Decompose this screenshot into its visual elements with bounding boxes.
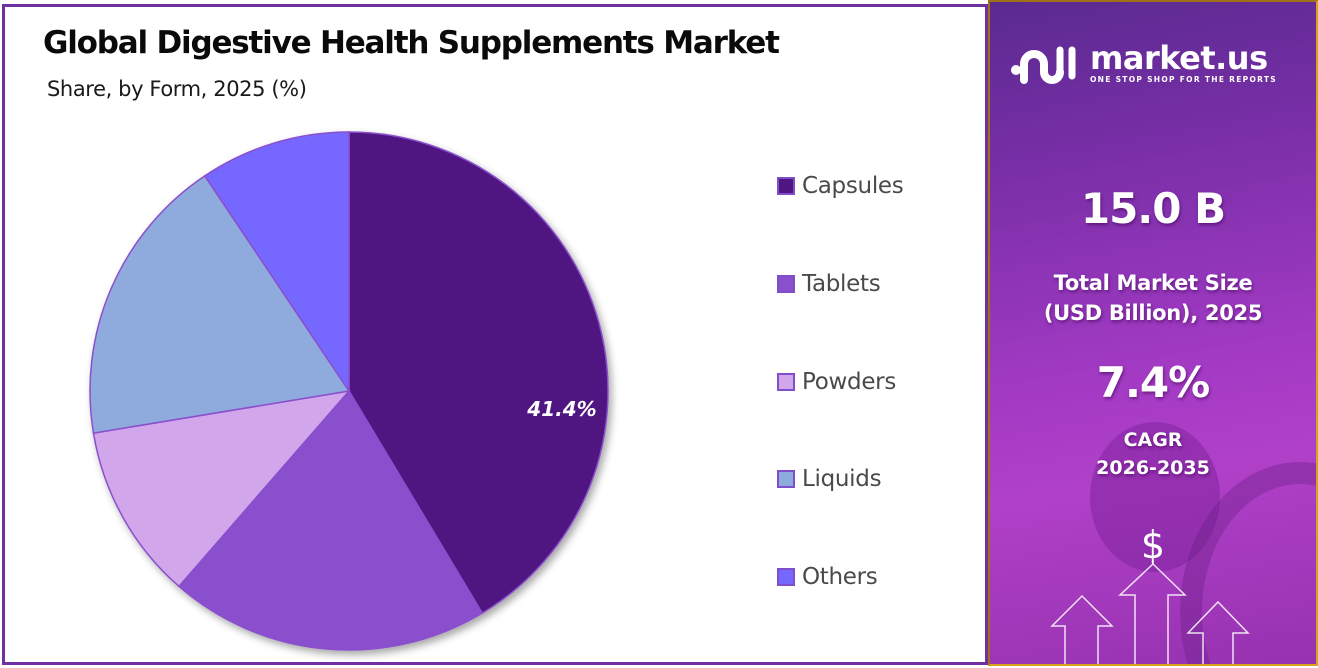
legend-swatch-capsules bbox=[777, 177, 795, 195]
pie-chart: 41.4% bbox=[89, 131, 609, 651]
legend-item-powders[interactable]: Powders bbox=[777, 369, 896, 395]
legend-swatch-liquids bbox=[777, 470, 795, 488]
growth-arrows-icon: $ bbox=[1050, 523, 1250, 664]
brand-logo[interactable]: market.us ONE STOP SHOP FOR THE REPORTS bbox=[1010, 40, 1277, 86]
info-panel: market.us ONE STOP SHOP FOR THE REPORTS … bbox=[988, 0, 1318, 666]
legend-label: Powders bbox=[802, 369, 897, 395]
legend-item-capsules[interactable]: Capsules bbox=[777, 173, 904, 199]
legend-item-others[interactable]: Others bbox=[777, 564, 878, 590]
legend-item-tablets[interactable]: Tablets bbox=[777, 271, 881, 297]
legend-label: Capsules bbox=[802, 173, 904, 199]
legend-swatch-tablets bbox=[777, 275, 795, 293]
brand-name: market.us bbox=[1090, 38, 1268, 77]
chart-title: Global Digestive Health Supplements Mark… bbox=[43, 25, 780, 61]
pie-slice-powders[interactable] bbox=[92, 389, 351, 588]
pie-slice-tablets[interactable] bbox=[177, 389, 484, 651]
market-size-label-line1: Total Market Size bbox=[1053, 271, 1253, 295]
dollar-icon: $ bbox=[1141, 523, 1165, 567]
legend-swatch-powders bbox=[777, 373, 795, 391]
legend-item-liquids[interactable]: Liquids bbox=[777, 466, 882, 492]
brand-text-block: market.us ONE STOP SHOP FOR THE REPORTS bbox=[1090, 38, 1277, 84]
market-size-value: 15.0 B bbox=[1080, 184, 1226, 233]
pie-slice-capsules[interactable] bbox=[348, 131, 609, 615]
pie-slice-liquids[interactable] bbox=[89, 174, 351, 434]
pie-slice-others[interactable] bbox=[203, 131, 350, 394]
legend-label: Others bbox=[802, 564, 878, 590]
legend-swatch-others bbox=[777, 568, 795, 586]
market-us-logo-icon bbox=[1011, 46, 1076, 84]
chart-subtitle: Share, by Form, 2025 (%) bbox=[47, 77, 307, 101]
market-size-label-line2: (USD Billion), 2025 bbox=[1043, 301, 1263, 325]
pie-slices bbox=[89, 131, 609, 651]
cagr-label-line2: 2026-2035 bbox=[1096, 457, 1210, 479]
brand-tagline: ONE STOP SHOP FOR THE REPORTS bbox=[1090, 74, 1277, 84]
chart-panel: Global Digestive Health Supplements Mark… bbox=[2, 4, 988, 665]
cagr-value: 7.4% bbox=[1096, 358, 1210, 407]
legend-label: Liquids bbox=[802, 466, 882, 492]
slice-label-capsules: 41.4% bbox=[526, 397, 596, 421]
cagr-label-line1: CAGR bbox=[1123, 429, 1183, 451]
legend-label: Tablets bbox=[802, 271, 881, 297]
